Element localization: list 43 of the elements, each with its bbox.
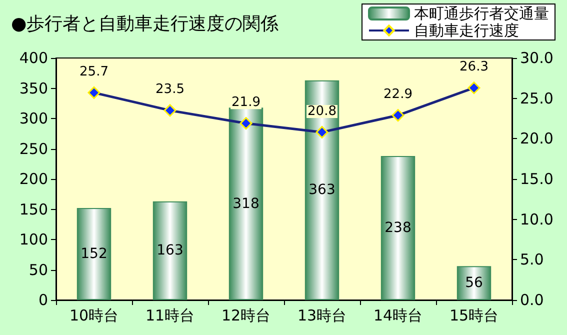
y2-tick-label: 10.0 [520,210,554,228]
y2-tick-label: 30.0 [520,49,554,67]
chart-title: ●歩行者と自動車走行速度の関係 [11,14,279,34]
legend-label: 自動車走行速度 [414,22,519,40]
bar [76,208,112,300]
data-label: 238 [384,220,412,236]
y-tick-label: 400 [19,49,48,67]
bar [228,108,264,300]
data-label: 163 [156,242,184,259]
x-tick-label: 12時台 [221,306,271,324]
data-label: 21.9 [232,95,260,110]
y-tick-label: 50 [28,260,48,279]
y2-tick-label: 20.0 [520,130,554,148]
y2-tick-label: 0.0 [520,291,544,309]
y2-tick-label: 15.0 [520,170,554,188]
y-tick-label: 350 [19,79,48,98]
y-tick-label: 0 [38,291,48,309]
data-label: 318 [232,196,260,212]
x-tick-label: 10時台 [69,306,119,324]
x-tick-label: 11時台 [145,306,195,324]
data-label: 23.5 [156,82,184,98]
bar [380,156,416,300]
data-label: 22.9 [384,87,412,102]
bar [456,266,492,300]
y-tick-label: 200 [19,170,48,188]
y-tick-label: 150 [19,200,48,218]
data-label: 20.8 [308,104,336,119]
data-label: 363 [308,182,336,198]
data-label: 26.3 [460,60,488,75]
y2-tick-label: 5.0 [520,250,544,269]
y-tick-label: 300 [19,110,48,128]
data-label: 152 [80,246,108,262]
x-tick-label: 15時台 [449,306,499,324]
x-tick-label: 14時台 [373,306,423,324]
y-tick-label: 100 [19,230,48,248]
data-label: 56 [465,275,483,292]
y-tick-label: 250 [19,140,48,158]
bar [304,80,340,300]
bar [152,201,188,300]
x-tick-label: 13時台 [297,306,347,324]
y2-tick-label: 25.0 [520,89,554,108]
legend-label: 本町通歩行者交通量 [414,4,549,22]
data-label: 25.7 [80,64,108,80]
